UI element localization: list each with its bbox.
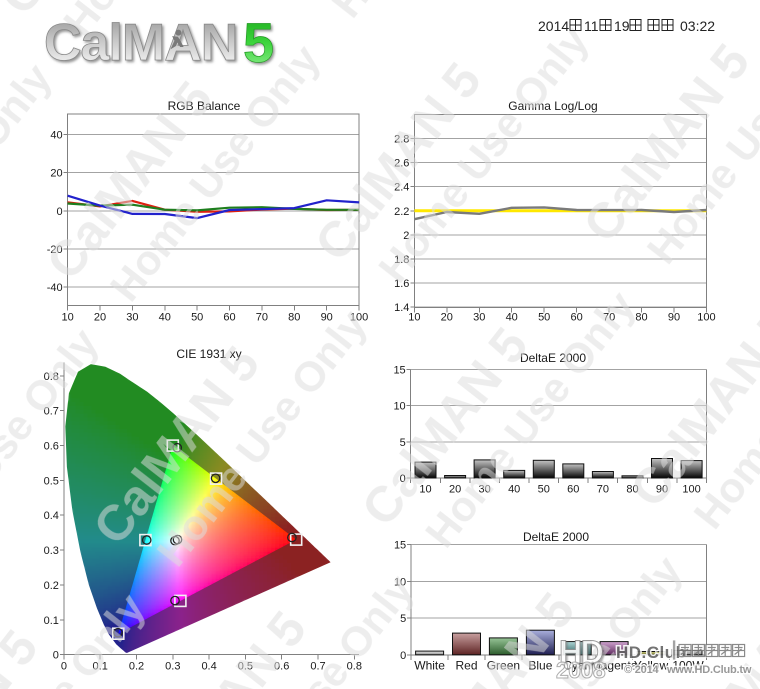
- svg-text:2008: 2008: [556, 657, 606, 683]
- svg-text:CalMAN: CalMAN: [44, 14, 237, 72]
- svg-text:2014: 2014: [538, 18, 569, 34]
- svg-text:11: 11: [584, 18, 599, 34]
- svg-text:5: 5: [243, 11, 274, 74]
- svg-text:19: 19: [614, 18, 630, 34]
- svg-text:HD.Club: HD.Club: [616, 643, 687, 662]
- svg-text:03:22: 03:22: [680, 18, 715, 34]
- svg-text:© 2014 www.HD.Club.tw: © 2014 www.HD.Club.tw: [624, 664, 752, 676]
- svg-text:HD: HD: [559, 634, 603, 670]
